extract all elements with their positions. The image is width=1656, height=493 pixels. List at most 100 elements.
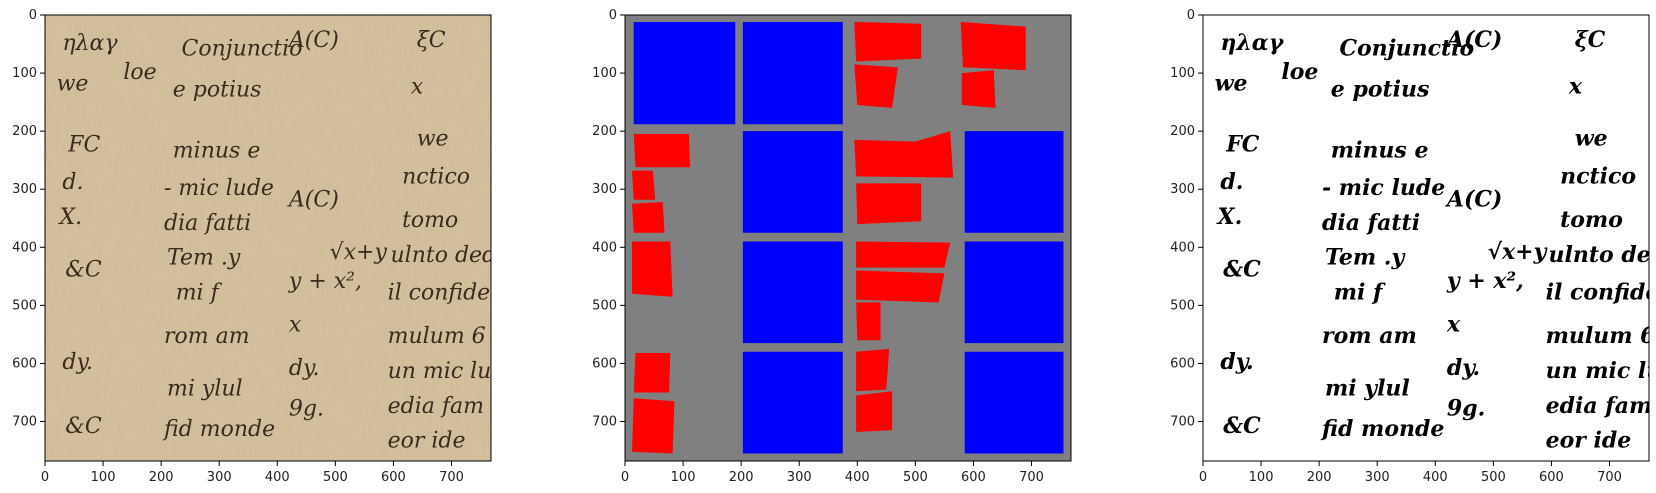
handwriting-stroke: d. <box>62 170 83 195</box>
x-tick-label: 200 <box>1307 470 1332 485</box>
y-ticks: 0 100 200 300 400 500 600 700 <box>12 8 45 430</box>
handwriting-stroke: il confide <box>1546 280 1656 306</box>
red-region <box>854 22 921 62</box>
handwriting-stroke: A(C) <box>287 188 339 213</box>
handwriting-stroke: mi f <box>1334 280 1386 306</box>
blue-region <box>965 352 1064 454</box>
y-tick-label: 400 <box>1170 240 1195 255</box>
handwriting-stroke: A(C) <box>1445 187 1502 213</box>
y-tick-label: 600 <box>12 356 37 371</box>
x-tick-label: 500 <box>903 470 928 485</box>
handwriting-stroke: A(C) <box>1445 27 1502 53</box>
handwriting-stroke: e potius <box>173 77 262 102</box>
handwriting-stroke: X. <box>58 205 83 230</box>
y-tick-label: 100 <box>1170 66 1195 81</box>
y-tick-label: 0 <box>1187 8 1195 23</box>
handwriting-stroke: dia fatti <box>1322 210 1420 236</box>
handwriting-stroke: we <box>417 127 449 152</box>
x-tick-label: 200 <box>149 470 174 485</box>
handwriting-stroke: eor ide <box>1546 428 1632 454</box>
blue-region <box>965 242 1064 344</box>
red-region <box>632 171 655 200</box>
handwriting-stroke: x <box>289 313 302 338</box>
handwriting-stroke: y + x², <box>1446 268 1524 294</box>
y-tick-label: 400 <box>592 240 617 255</box>
red-region <box>856 242 950 268</box>
x-tick-label: 600 <box>1539 470 1564 485</box>
red-region <box>632 202 665 233</box>
handwriting-stroke: &C <box>65 414 102 439</box>
handwriting-stroke: - mic lude <box>1322 175 1445 201</box>
handwriting-stroke: dy. <box>1220 349 1253 375</box>
panel-binarized: ηλαγ we FC d. X. &C dy. &C loe Conjunctio e potius… <box>1170 8 1656 485</box>
y-tick-label: 200 <box>592 124 617 139</box>
y-tick-label: 400 <box>12 240 37 255</box>
x-ticks: 0 100 200 300 400 500 600 700 <box>41 461 464 485</box>
blue-region <box>743 131 843 233</box>
x-tick-label: 200 <box>729 470 754 485</box>
handwriting-stroke: il confide <box>388 281 491 306</box>
handwriting-stroke: loe <box>1281 59 1318 85</box>
y-tick-label: 500 <box>12 298 37 313</box>
red-region <box>854 64 898 108</box>
x-tick-label: 100 <box>1249 470 1274 485</box>
handwriting-stroke: tomo <box>402 208 458 233</box>
handwriting-stroke: we <box>1215 71 1248 97</box>
blue-region <box>743 242 843 344</box>
x-ticks: 0 100 200 300 400 500 600 700 <box>621 461 1044 485</box>
blue-region <box>965 131 1064 233</box>
panel-mask: 0 100 200 300 400 500 600 700 0 100 200 300 400 500 6… <box>592 8 1071 485</box>
y-tick-label: 700 <box>1170 415 1195 430</box>
handwriting-stroke: ηλαγ <box>1220 30 1284 56</box>
red-region <box>856 349 889 391</box>
blue-region <box>634 22 736 124</box>
y-tick-label: 600 <box>1170 356 1195 371</box>
x-tick-label: 700 <box>1019 470 1044 485</box>
handwriting-stroke: 9g. <box>289 397 324 422</box>
x-tick-label: 700 <box>1597 470 1622 485</box>
handwriting-stroke: dia fatti <box>164 211 251 236</box>
handwriting-stroke: &C <box>1223 413 1261 439</box>
y-tick-label: 0 <box>609 8 617 23</box>
handwriting-stroke: we <box>57 72 89 97</box>
handwriting-stroke: mi ylul <box>167 376 243 401</box>
x-tick-label: 300 <box>787 470 812 485</box>
handwriting-stroke: ξC <box>1575 27 1606 53</box>
blue-region <box>743 352 843 454</box>
handwriting-stroke: √x+y <box>1488 239 1549 265</box>
x-tick-label: 600 <box>381 470 406 485</box>
handwriting-stroke: A(C) <box>287 28 339 53</box>
y-tick-label: 700 <box>592 415 617 430</box>
x-tick-label: 500 <box>1481 470 1506 485</box>
y-tick-label: 300 <box>592 182 617 197</box>
x-tick-label: 400 <box>265 470 290 485</box>
handwriting-stroke: ηλαγ <box>62 31 118 56</box>
red-region <box>856 391 892 432</box>
red-region <box>632 398 674 453</box>
red-region <box>856 183 921 224</box>
handwriting-stroke: FC <box>1225 132 1260 158</box>
handwriting-stroke: mulum 6 <box>1546 323 1656 349</box>
handwriting-stroke: eor ide <box>388 429 466 454</box>
handwriting-stroke: dy. <box>289 356 320 381</box>
x-tick-label: 700 <box>439 470 464 485</box>
y-tick-label: 300 <box>12 182 37 197</box>
panel-original: ηλαγ we FC d. X. &C dy. &C loe Conjunctio e potius… <box>12 8 498 485</box>
x-tick-label: 100 <box>91 470 116 485</box>
y-ticks: 0 100 200 300 400 500 600 700 <box>592 8 625 430</box>
x-tick-label: 400 <box>845 470 870 485</box>
handwriting-stroke: x <box>1568 73 1583 99</box>
y-ticks: 0 100 200 300 400 500 600 700 <box>1170 8 1203 430</box>
red-region <box>856 303 880 341</box>
y-tick-label: 0 <box>29 8 37 23</box>
y-tick-label: 500 <box>592 298 617 313</box>
handwriting-stroke: mi ylul <box>1325 375 1410 401</box>
handwriting-stroke: rom am <box>164 324 250 349</box>
y-tick-label: 700 <box>12 415 37 430</box>
y-tick-label: 200 <box>12 124 37 139</box>
handwriting-stroke: fid monde <box>162 417 275 442</box>
handwriting-stroke: Tem .y <box>1325 245 1406 271</box>
handwriting-stroke: X. <box>1216 204 1243 230</box>
handwriting-stroke: loe <box>123 60 156 85</box>
red-region <box>634 134 690 167</box>
